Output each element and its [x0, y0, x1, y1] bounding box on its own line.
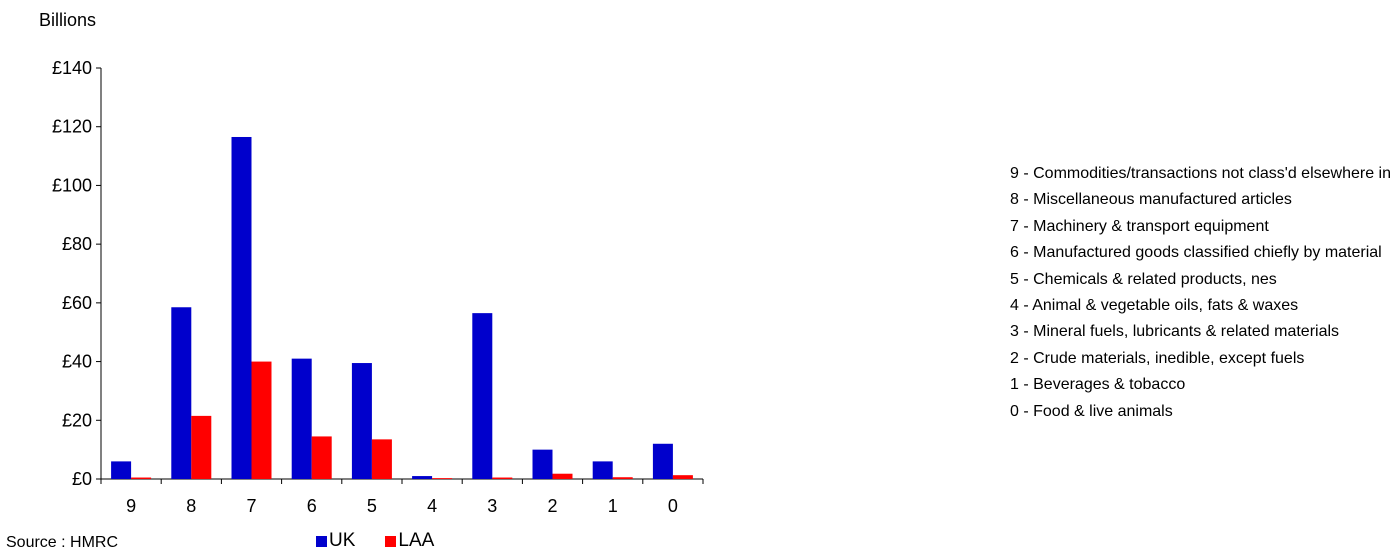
- x-tick-label: 4: [427, 496, 437, 516]
- bar-laa: [191, 415, 212, 479]
- legend-label-laa: LAA: [398, 530, 435, 551]
- y-tick-label: £60: [62, 293, 92, 313]
- key-item: 1 - Beverages & tobacco: [1010, 376, 1186, 394]
- bar-laa: [371, 439, 392, 479]
- bar-uk: [472, 313, 493, 479]
- bar-laa: [612, 477, 633, 479]
- x-tick-label: 8: [186, 496, 196, 516]
- x-tick-label: 2: [547, 496, 557, 516]
- bar-laa: [432, 478, 453, 479]
- bar-uk: [291, 358, 312, 479]
- key-item: 4 - Animal & vegetable oils, fats & waxe…: [1010, 297, 1299, 315]
- bar-laa: [552, 473, 573, 479]
- y-tick-label: £0: [72, 469, 92, 489]
- x-axis: 9 8 7 6 5 4 3 2 1 0: [100, 478, 704, 516]
- y-axis-label: Billions: [39, 10, 96, 30]
- bar-uk: [412, 476, 433, 479]
- y-tick-label: £40: [62, 352, 92, 372]
- legend-swatch-uk: [316, 535, 327, 547]
- y-axis: £0 £20 £40 £60 £80 £100 £120 £140: [52, 58, 102, 489]
- bars: [111, 136, 693, 479]
- bar-laa: [251, 361, 272, 479]
- x-tick-label: 5: [367, 496, 377, 516]
- bar-laa: [311, 436, 332, 479]
- legend-label-uk: UK: [329, 530, 356, 551]
- bar-laa: [672, 475, 693, 479]
- x-tick-label: 9: [126, 496, 136, 516]
- key-item: 7 - Machinery & transport equipment: [1010, 217, 1269, 235]
- legend-swatch-laa: [385, 535, 397, 547]
- y-tick-label: £100: [52, 175, 92, 195]
- bar-laa: [131, 477, 152, 479]
- x-tick-label: 1: [608, 496, 618, 516]
- y-tick-label: £120: [52, 117, 92, 137]
- key-item: 0 - Food & live animals: [1010, 402, 1173, 420]
- source-note: Source : HMRC: [6, 534, 119, 551]
- y-tick-label: £140: [52, 58, 92, 78]
- key-item: 2 - Crude materials, inedible, except fu…: [1010, 349, 1305, 367]
- bar-laa: [492, 477, 513, 479]
- x-tick-label: 0: [668, 496, 678, 516]
- y-tick-label: £20: [62, 410, 92, 430]
- key-item: 6 - Manufactured goods classified chiefl…: [1010, 244, 1382, 262]
- bar-uk: [592, 461, 613, 479]
- bar-uk: [171, 307, 192, 479]
- x-tick-label: 6: [307, 496, 317, 516]
- key-item: 8 - Miscellaneous manufactured articles: [1010, 191, 1292, 209]
- bar-uk: [231, 136, 252, 479]
- key-item: 9 - Commodities/transactions not class'd…: [1010, 165, 1391, 182]
- bar-uk: [111, 461, 132, 479]
- legend-item-uk: UK: [316, 530, 355, 552]
- y-tick-label: £80: [62, 234, 92, 254]
- legend: UK LAA: [316, 530, 464, 552]
- x-tick-label: 3: [487, 496, 497, 516]
- legend-item-laa: LAA: [385, 530, 434, 552]
- x-tick-label: 7: [246, 496, 256, 516]
- key-item: 3 - Mineral fuels, lubricants & related …: [1010, 323, 1340, 341]
- bar-uk: [532, 449, 553, 479]
- bar-uk: [351, 363, 372, 479]
- key-item: 5 - Chemicals & related products, nes: [1010, 270, 1277, 288]
- bar-uk: [652, 443, 673, 479]
- category-key: 9 - Commodities/transactions not class'd…: [1010, 161, 1391, 425]
